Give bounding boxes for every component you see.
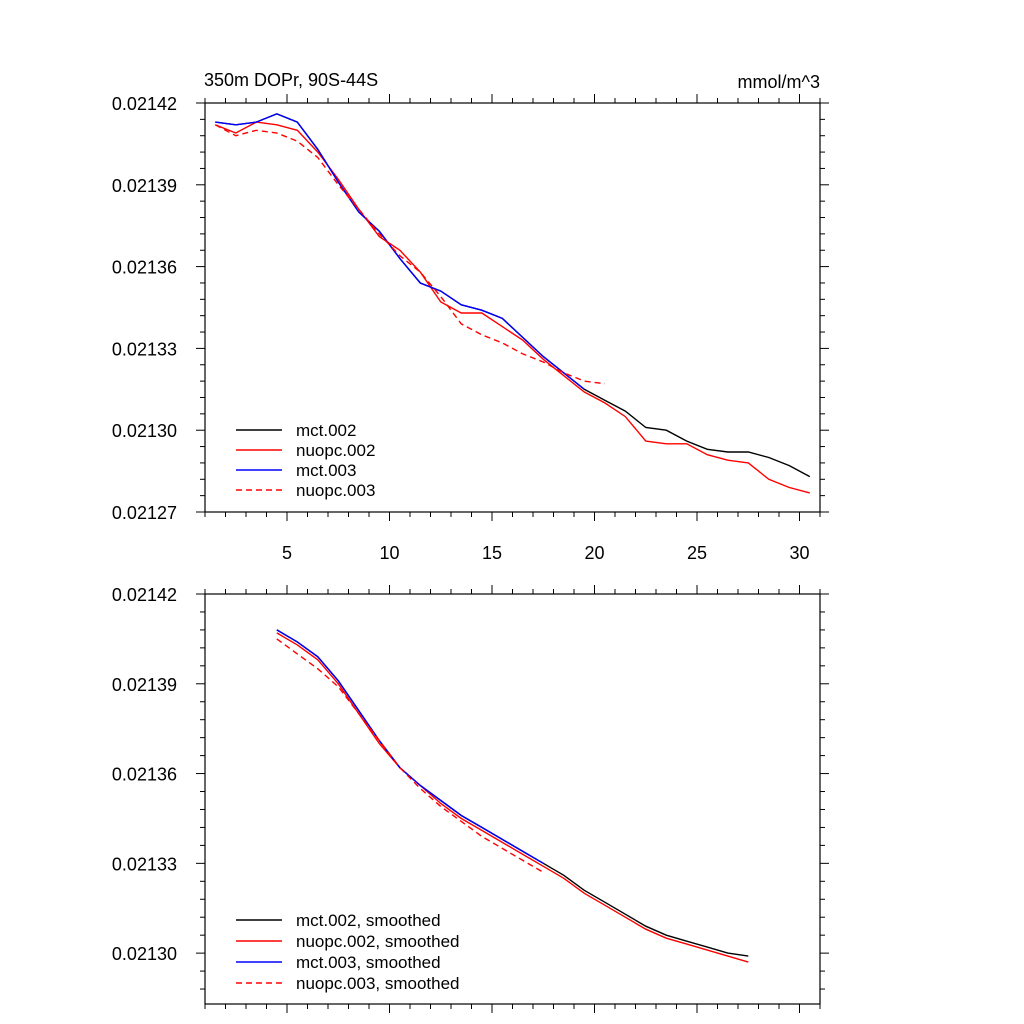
y-tick-label: 0.02127 [112, 503, 177, 523]
legend-label: mct.003 [296, 461, 356, 480]
y-tick-label: 0.02142 [112, 585, 177, 605]
legend-label: nuopc.002 [296, 441, 375, 460]
y-tick-label: 0.02133 [112, 339, 177, 359]
x-tick-label: 15 [482, 543, 502, 563]
chart-title: 350m DOPr, 90S-44S [204, 70, 378, 90]
y-tick-label: 0.02142 [112, 94, 177, 114]
x-tick-label: 30 [789, 543, 809, 563]
y-tick-label: 0.02133 [112, 854, 177, 874]
x-tick-label: 10 [379, 543, 399, 563]
y-tick-label: 0.02139 [112, 675, 177, 695]
series-line-mct-003 [215, 113, 585, 390]
legend-label: nuopc.003 [296, 481, 375, 500]
legend-label: nuopc.003, smoothed [296, 974, 460, 993]
legend-label: mct.002 [296, 421, 356, 440]
series-line-nuopc-003 [214, 124, 605, 385]
series-line-mct-003-smoothed [276, 629, 544, 864]
x-tick-label: 20 [584, 543, 604, 563]
y-tick-label: 0.02136 [112, 765, 177, 785]
axis-ticks: 5 10 15 20 25 30 0.02127 0.02130 0.02133 0.02136 0… [112, 94, 829, 563]
x-tick-label: 5 [282, 543, 292, 563]
y-tick-label: 0.02130 [112, 944, 177, 964]
units-label: mmol/m^3 [738, 72, 820, 92]
axis-ticks: 0.02130 0.02133 0.02136 0.02139 0.02142 [112, 585, 829, 1013]
legend: mct.002, smoothed nuopc.002, smoothed mct.… [236, 911, 460, 993]
legend-label: mct.003, smoothed [296, 953, 441, 972]
y-tick-label: 0.02139 [112, 176, 177, 196]
x-tick-label: 25 [687, 543, 707, 563]
y-tick-label: 0.02130 [112, 421, 177, 441]
series-lines [276, 629, 749, 963]
legend-label: mct.002, smoothed [296, 911, 441, 930]
top-panel: 350m DOPr, 90S-44S mmol/m^3 5 10 15 20 25 30 0… [112, 70, 829, 563]
series-lines [214, 113, 811, 494]
series-line-nuopc-003-smoothed [276, 638, 544, 873]
bottom-panel: 0.02130 0.02133 0.02136 0.02139 0.02142 mct.… [112, 585, 829, 1013]
y-tick-label: 0.02136 [112, 258, 177, 278]
series-line-mct-002-smoothed [276, 629, 749, 957]
series-line-nuopc-002 [215, 121, 810, 494]
legend-label: nuopc.002, smoothed [296, 932, 460, 951]
